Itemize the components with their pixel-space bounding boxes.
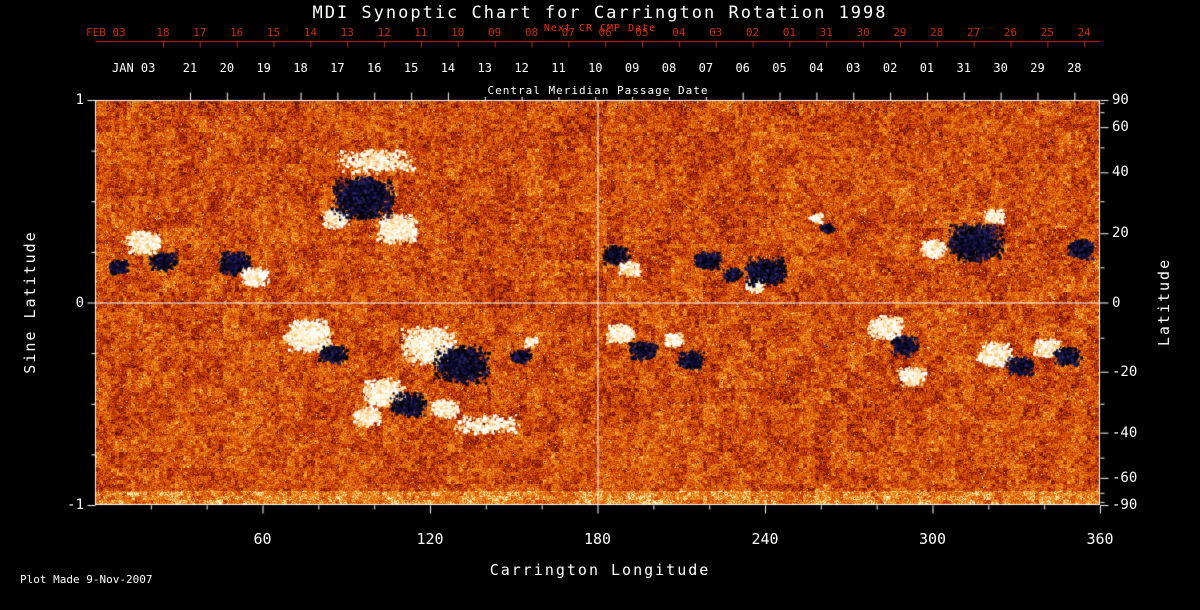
y-axis-left-title: Sine Latitude <box>21 230 39 374</box>
next-cr-day-label: 16 <box>230 26 244 39</box>
cmp-day-label: 28 <box>1067 61 1082 75</box>
cmp-day-label: 13 <box>477 61 492 75</box>
next-cr-day-label: 18 <box>156 26 170 39</box>
cmp-day-label: 18 <box>293 61 308 75</box>
x-tick-label: 300 <box>918 530 947 548</box>
latitude-tick-label: -20 <box>1112 363 1138 380</box>
cmp-day-label: 31 <box>956 61 971 75</box>
next-cr-day-label: 03 <box>709 26 723 39</box>
next-cr-axis-title: Next CR CMP Date <box>543 23 657 34</box>
next-cr-day-label: 30 <box>856 26 870 39</box>
next-cr-month-label: FEB 03 <box>86 26 126 39</box>
next-cr-day-label: 12 <box>377 26 391 39</box>
cmp-day-label: 16 <box>366 61 382 75</box>
cmp-day-label: 05 <box>772 61 787 75</box>
next-cr-day-label: 27 <box>966 26 981 39</box>
latitude-tick-label: -40 <box>1112 424 1138 441</box>
x-tick-label: 360 <box>1086 530 1114 548</box>
sine-latitude-tick-label: -1 <box>67 497 84 513</box>
cmp-month-label: JAN 03 <box>112 61 156 75</box>
y-axis-right-title: Latitude <box>1155 257 1173 347</box>
next-cr-day-label: 05 <box>635 26 649 39</box>
latitude-tick-label: -60 <box>1112 469 1138 486</box>
cmp-day-label: 29 <box>1030 61 1045 75</box>
cmp-day-label: 19 <box>256 61 271 75</box>
cmp-day-label: 09 <box>624 61 640 75</box>
cmp-day-label: 03 <box>846 61 861 75</box>
sine-latitude-tick-label: 0 <box>75 294 84 311</box>
latitude-tick-label: 90 <box>1112 92 1129 108</box>
cmp-day-label: 11 <box>551 61 566 75</box>
next-cr-day-label: 17 <box>193 26 207 39</box>
next-cr-day-label: 31 <box>819 26 833 39</box>
next-cr-day-label: 06 <box>598 26 612 39</box>
next-cr-day-label: 04 <box>672 26 686 39</box>
chart-title: MDI Synoptic Chart for Carrington Rotati… <box>312 3 888 23</box>
latitude-tick-label: 40 <box>1112 164 1129 181</box>
next-cr-day-label: 01 <box>782 26 797 39</box>
latitude-tick-label: 60 <box>1112 119 1129 136</box>
x-axis-title: Carrington Longitude <box>489 561 711 579</box>
next-cr-day-label: 24 <box>1077 26 1091 39</box>
latitude-tick-label: 20 <box>1112 225 1129 242</box>
cmp-day-label: 04 <box>809 61 824 75</box>
next-cr-day-label: 29 <box>893 26 907 39</box>
cmp-day-label: 15 <box>403 61 419 75</box>
x-tick-label: 180 <box>583 530 612 548</box>
next-cr-day-label: 07 <box>561 26 575 39</box>
cmp-axis-title: Central Meridian Passage Date <box>481 84 715 97</box>
next-cr-day-label: 26 <box>1003 26 1018 39</box>
next-cr-day-label: 14 <box>303 26 317 39</box>
x-tick-label: 60 <box>253 530 272 548</box>
cmp-day-label: 21 <box>182 61 198 75</box>
next-cr-day-label: 15 <box>266 26 281 39</box>
cmp-day-label: 01 <box>919 61 935 75</box>
cmp-day-label: 12 <box>514 61 529 75</box>
next-cr-day-label: 10 <box>451 26 465 39</box>
next-cr-day-label: 13 <box>340 26 354 39</box>
cmp-day-label: 06 <box>735 61 750 75</box>
cmp-day-label: 20 <box>219 61 235 75</box>
next-cr-day-label: 08 <box>524 26 539 39</box>
next-cr-day-label: 09 <box>487 26 502 39</box>
cmp-day-label: 02 <box>882 61 898 75</box>
x-tick-label: 240 <box>751 530 779 548</box>
latitude-tick-label: -90 <box>1112 497 1138 513</box>
next-cr-day-label: 28 <box>930 26 944 39</box>
sine-latitude-tick-label: 1 <box>75 92 84 108</box>
x-tick-label: 120 <box>416 530 444 548</box>
cmp-day-label: 14 <box>440 61 456 75</box>
cmp-day-label: 30 <box>993 61 1008 75</box>
plot-made-label: Plot Made 9-Nov-2007 <box>20 573 153 586</box>
next-cr-day-label: 11 <box>414 26 428 39</box>
next-cr-day-label: 25 <box>1040 26 1054 39</box>
cmp-day-label: 17 <box>330 61 345 75</box>
cmp-day-label: 10 <box>588 61 603 75</box>
next-cr-day-label: 02 <box>745 26 760 39</box>
cmp-day-label: 08 <box>661 61 677 75</box>
cmp-day-label: 07 <box>698 61 714 75</box>
latitude-tick-label: 0 <box>1112 294 1121 311</box>
